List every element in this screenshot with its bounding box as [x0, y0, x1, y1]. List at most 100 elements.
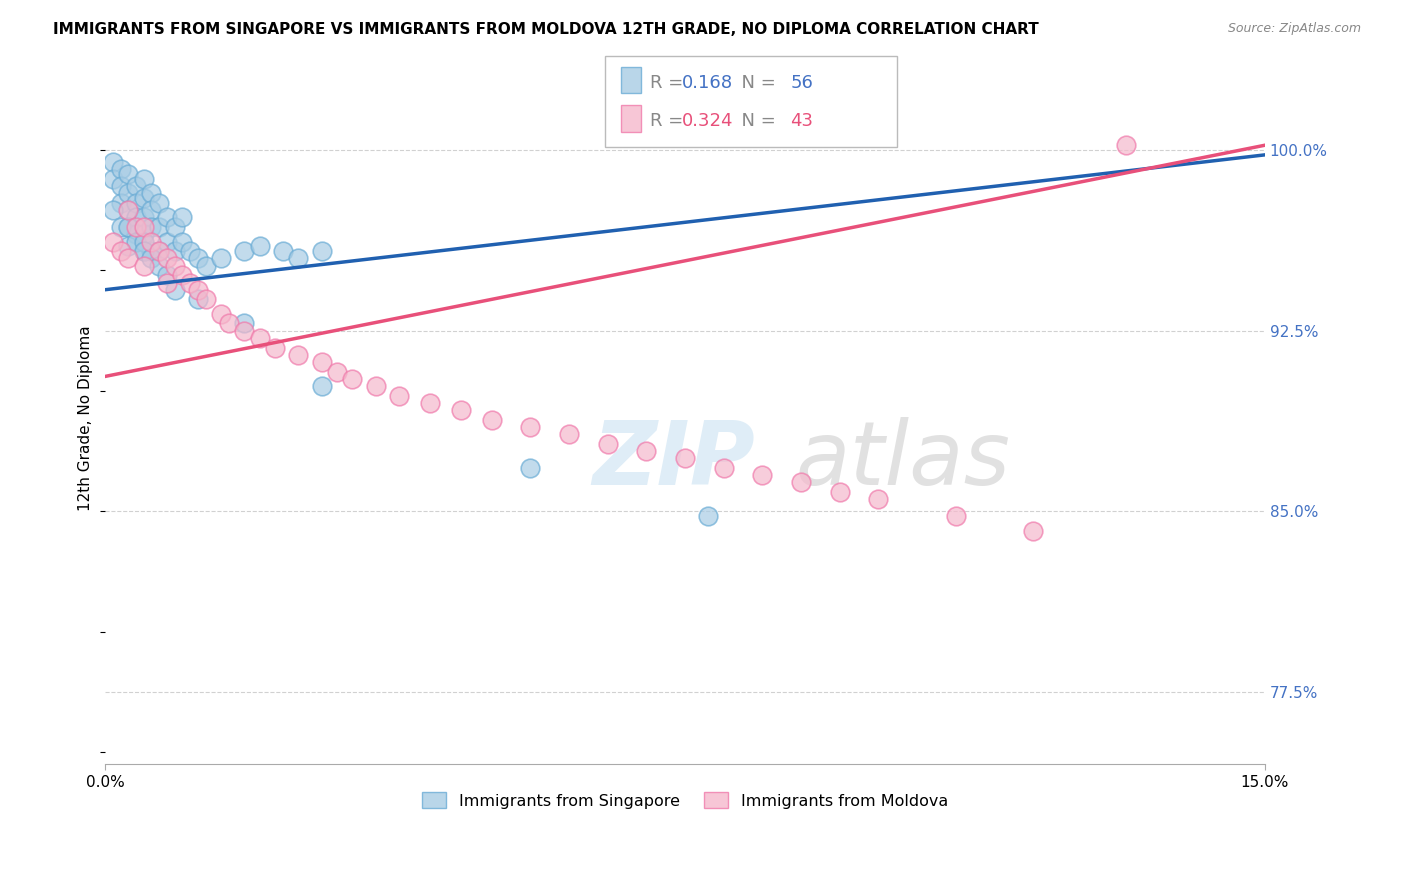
- Point: [132, 191, 155, 205]
- Text: 43: 43: [790, 112, 813, 129]
- Point: [233, 317, 256, 331]
- Point: [141, 186, 163, 201]
- Point: [790, 475, 813, 490]
- Point: [868, 492, 890, 507]
- Point: [187, 252, 209, 266]
- Point: [287, 348, 309, 362]
- Text: N =: N =: [730, 74, 782, 92]
- Point: [450, 403, 472, 417]
- Point: [481, 413, 503, 427]
- Point: [141, 244, 163, 259]
- Point: [172, 211, 194, 225]
- Point: [194, 293, 217, 307]
- Point: [132, 211, 155, 225]
- Text: R =: R =: [650, 74, 689, 92]
- Point: [117, 167, 139, 181]
- Point: [132, 244, 155, 259]
- Text: atlas: atlas: [796, 417, 1010, 503]
- Point: [117, 203, 139, 218]
- Point: [271, 244, 294, 259]
- Text: R =: R =: [650, 112, 689, 129]
- Point: [697, 509, 720, 524]
- Text: 56: 56: [790, 74, 813, 92]
- Point: [163, 220, 186, 235]
- Point: [101, 172, 124, 186]
- Point: [125, 196, 148, 211]
- Point: [156, 211, 179, 225]
- Point: [163, 283, 186, 297]
- Point: [132, 220, 155, 235]
- Point: [326, 365, 349, 379]
- Point: [148, 259, 170, 273]
- Point: [364, 379, 387, 393]
- Point: [141, 252, 163, 266]
- Point: [287, 252, 309, 266]
- Text: IMMIGRANTS FROM SINGAPORE VS IMMIGRANTS FROM MOLDOVA 12TH GRADE, NO DIPLOMA CORR: IMMIGRANTS FROM SINGAPORE VS IMMIGRANTS …: [53, 22, 1039, 37]
- Point: [117, 220, 139, 235]
- Text: 0.168: 0.168: [682, 74, 733, 92]
- Point: [141, 235, 163, 249]
- Point: [132, 172, 155, 186]
- Point: [156, 268, 179, 283]
- Point: [311, 244, 333, 259]
- Point: [311, 355, 333, 369]
- Point: [233, 244, 256, 259]
- Point: [132, 235, 155, 249]
- Point: [156, 276, 179, 290]
- Point: [828, 485, 851, 500]
- Point: [148, 244, 170, 259]
- Point: [172, 235, 194, 249]
- Point: [311, 379, 333, 393]
- Point: [388, 389, 411, 403]
- Point: [141, 220, 163, 235]
- Point: [148, 220, 170, 235]
- Point: [209, 252, 232, 266]
- Point: [264, 341, 287, 355]
- Point: [110, 162, 132, 177]
- Point: [141, 203, 163, 218]
- Point: [194, 259, 217, 273]
- Point: [117, 186, 139, 201]
- Point: [249, 331, 271, 345]
- Point: [101, 235, 124, 249]
- Point: [148, 196, 170, 211]
- Text: Source: ZipAtlas.com: Source: ZipAtlas.com: [1227, 22, 1361, 36]
- Point: [117, 203, 139, 218]
- Point: [163, 259, 186, 273]
- Point: [110, 196, 132, 211]
- Point: [125, 220, 148, 235]
- Point: [125, 235, 148, 249]
- Point: [172, 268, 194, 283]
- Point: [713, 461, 735, 475]
- Point: [117, 220, 139, 235]
- Point: [179, 276, 201, 290]
- Point: [132, 259, 155, 273]
- Point: [945, 509, 967, 524]
- Point: [519, 420, 541, 434]
- Point: [148, 244, 170, 259]
- Point: [233, 324, 256, 338]
- Point: [209, 307, 232, 321]
- Point: [156, 235, 179, 249]
- Text: 0.324: 0.324: [682, 112, 734, 129]
- Legend: Immigrants from Singapore, Immigrants from Moldova: Immigrants from Singapore, Immigrants fr…: [416, 786, 955, 815]
- Point: [636, 444, 658, 458]
- Point: [187, 293, 209, 307]
- Point: [101, 203, 124, 218]
- Point: [249, 239, 271, 253]
- Point: [179, 244, 201, 259]
- Point: [187, 283, 209, 297]
- Point: [596, 437, 619, 451]
- Point: [110, 179, 132, 194]
- Point: [342, 372, 364, 386]
- Point: [218, 317, 240, 331]
- Y-axis label: 12th Grade, No Diploma: 12th Grade, No Diploma: [79, 326, 93, 511]
- Point: [558, 427, 581, 442]
- Point: [125, 227, 148, 242]
- Point: [132, 244, 155, 259]
- Point: [163, 244, 186, 259]
- Text: ZIP: ZIP: [592, 417, 755, 504]
- Point: [125, 211, 148, 225]
- Point: [101, 155, 124, 169]
- Point: [110, 220, 132, 235]
